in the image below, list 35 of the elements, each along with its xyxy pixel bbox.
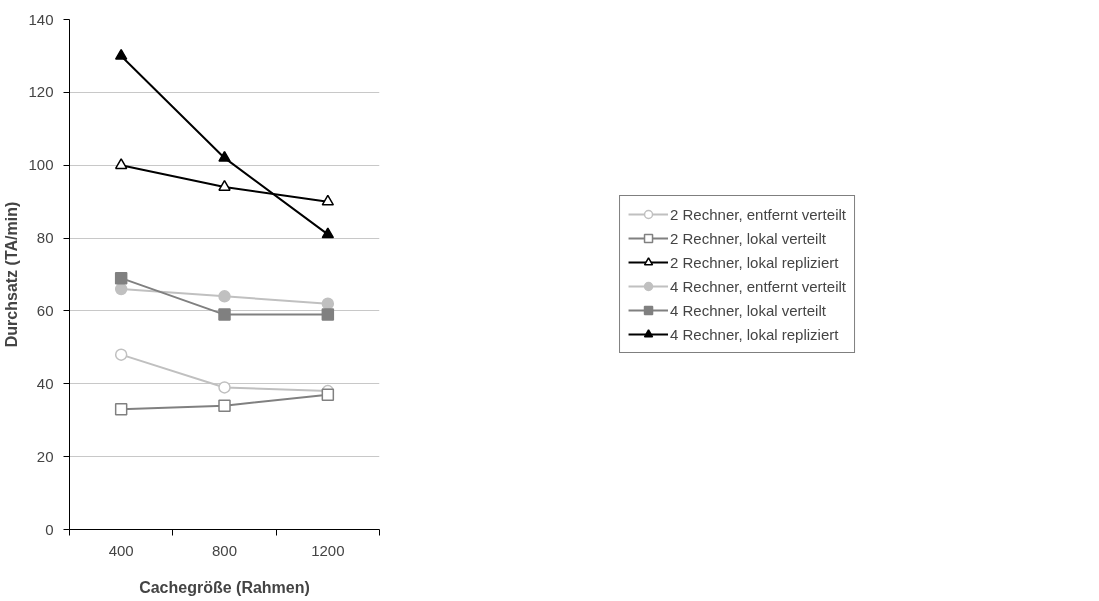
y-tick-label: 0 [45,520,54,538]
y-tick-label: 40 [36,374,54,392]
legend-label: 2 Rechner, lokal repliziert [670,253,839,271]
x-axis-title: Cachegröße (Rahmen) [139,578,310,596]
y-axis-title: Durchsatz (TA/min) [3,201,21,348]
y-tick-label: 20 [36,447,54,465]
point [218,308,231,321]
y-tick-label: 120 [28,83,54,101]
point [321,194,335,206]
legend-label: 4 Rechner, entfernt verteilt [670,277,846,295]
point [218,381,231,394]
point [321,388,335,401]
point [218,290,231,303]
point [321,227,335,239]
legend-label: 4 Rechner, lokal repliziert [670,325,839,343]
point [218,179,231,191]
point [218,150,231,162]
point [114,282,128,296]
x-tick-label: 800 [211,541,238,559]
point [321,308,335,321]
legend-label: 2 Rechner, entfernt verteilt [670,205,846,223]
point [114,348,128,361]
legend-label: 2 Rechner, lokal verteilt [670,229,826,247]
point [218,399,231,412]
y-tick-label: 140 [28,10,54,28]
point [114,271,128,285]
y-tick-label: 60 [36,301,54,319]
x-tick-label: 400 [108,541,134,559]
x-tick-label: 1200 [311,541,345,559]
point [114,48,128,60]
point [114,403,128,416]
point [114,158,128,170]
legend-label: 4 Rechner, lokal verteilt [670,301,826,319]
y-tick-label: 100 [28,156,54,174]
y-tick-label: 80 [36,229,54,247]
